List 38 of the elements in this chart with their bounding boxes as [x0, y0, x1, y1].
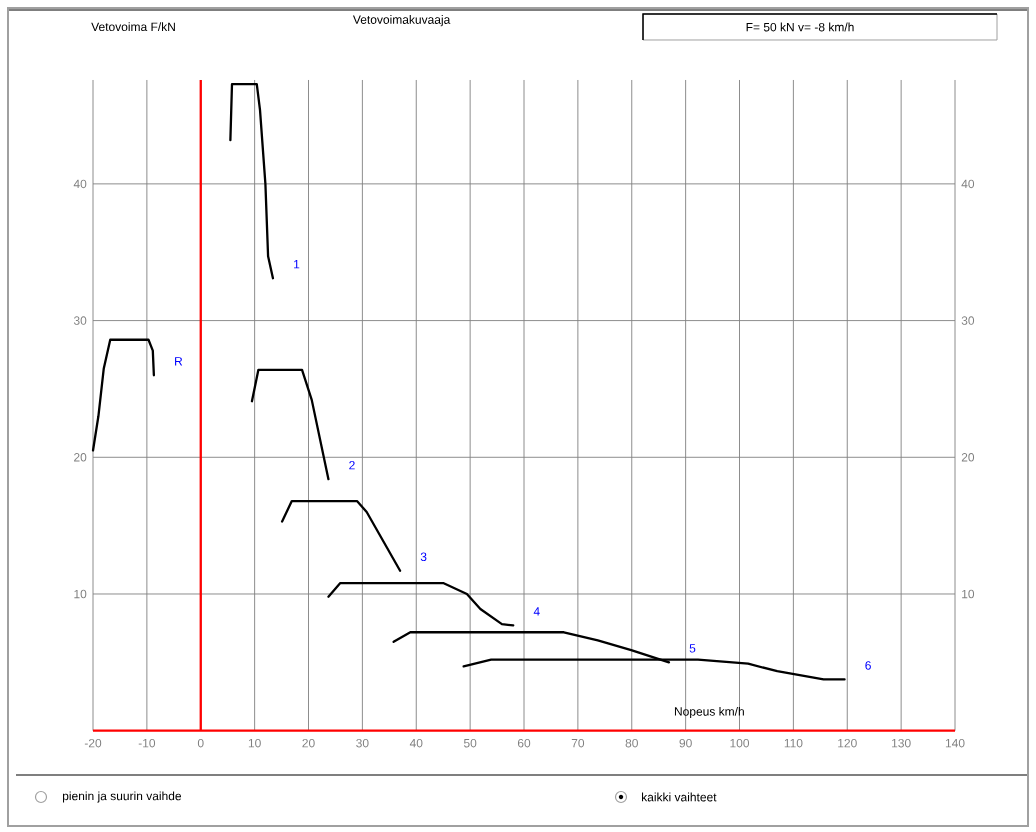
- y-tick-label: 40: [73, 179, 87, 189]
- y2-tick-label: 20: [961, 453, 975, 462]
- series-label: 3: [420, 552, 427, 562]
- text: kaikki vaihteet: [642, 792, 717, 802]
- x-tick-label: 0: [197, 738, 204, 748]
- x-tick-label: 60: [517, 738, 531, 748]
- x-tick-label: 130: [892, 738, 911, 748]
- y2-tick-label: 10: [962, 589, 975, 599]
- series-label: 5: [689, 644, 696, 653]
- y-tick-label: 20: [74, 453, 87, 462]
- y-tick-label: 30: [73, 316, 87, 325]
- x-tick-label: 70: [571, 738, 585, 748]
- chart-title: Vetovoimakuvaaja: [352, 15, 451, 27]
- x-tick-label: -20: [84, 738, 102, 748]
- x-tick-label: 120: [838, 738, 857, 748]
- x-tick-label: 20: [302, 738, 315, 748]
- x-tick-label: 100: [730, 738, 750, 748]
- x-axis-title: Nopeus km/h: [674, 706, 744, 719]
- x-tick-label: 50: [463, 738, 477, 748]
- x-tick-label: 80: [625, 738, 638, 748]
- y-tick-label: 10: [74, 589, 87, 599]
- y2-tick-label: 30: [961, 316, 975, 325]
- y-axis-title: Vetovoima F/kN: [91, 22, 175, 32]
- x-tick-label: 10: [248, 738, 261, 748]
- x-tick-label: -10: [138, 738, 156, 748]
- text: F= 50 kN v= -8 km/h: [746, 22, 854, 32]
- text: pienin ja suurin vaihde: [62, 791, 182, 803]
- series-label: 2: [349, 460, 355, 470]
- series-label: R: [175, 357, 183, 366]
- x-tick-label: 30: [356, 738, 369, 748]
- x-tick-label: 110: [784, 738, 803, 748]
- series-label: 4: [533, 607, 540, 616]
- x-tick-label: 90: [679, 738, 692, 748]
- x-tick-label: 40: [409, 738, 423, 748]
- x-tick-label: 140: [945, 738, 965, 748]
- series-label: 6: [865, 661, 871, 670]
- y2-tick-label: 40: [961, 179, 975, 189]
- series-label: 1: [294, 260, 300, 269]
